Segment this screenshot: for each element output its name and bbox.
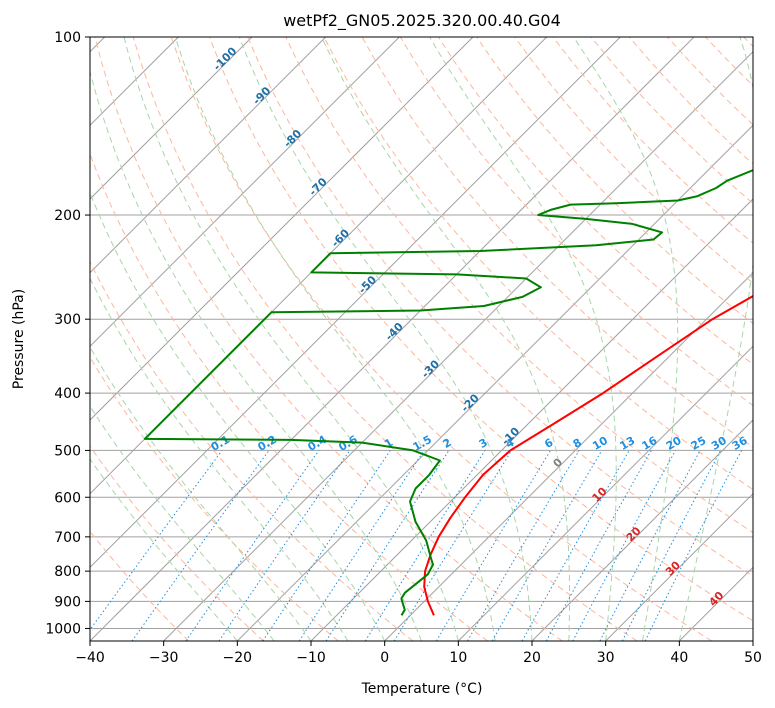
isotherm-line xyxy=(90,37,474,421)
isotherm-line xyxy=(752,640,753,641)
chart-title: wetPf2_GN05.2025.320.00.40.G04 xyxy=(283,11,561,31)
x-tick-label: 10 xyxy=(449,650,467,666)
y-tick-label: 500 xyxy=(54,443,81,459)
y-tick-label: 200 xyxy=(54,208,81,224)
x-tick-label: 40 xyxy=(670,650,688,666)
moist-adiabat-line xyxy=(238,37,533,641)
moist-adiabat-line xyxy=(573,37,679,641)
x-axis-ticks: −40 −30 −20 −10 0 10 20 30 40 50 xyxy=(75,641,762,666)
moist-adiabat-line xyxy=(123,37,459,641)
dewpoint-profile xyxy=(143,169,753,616)
mixing-ratio-line xyxy=(185,450,320,641)
moist-adiabat-line xyxy=(174,37,496,641)
mixing-ratio-line xyxy=(298,450,425,641)
x-tick-label: −40 xyxy=(75,650,105,666)
moist-adiabat-line xyxy=(678,37,753,641)
dry-adiabat-line xyxy=(132,37,638,641)
mixing-ratio-line xyxy=(572,450,676,641)
y-tick-label: 100 xyxy=(54,30,81,46)
isotherm-line xyxy=(90,37,253,200)
y-tick-label: 800 xyxy=(54,564,81,580)
dry-adiabat-line xyxy=(476,37,753,325)
isotherm-line xyxy=(163,50,753,641)
isotherm-line xyxy=(90,37,327,274)
moist-adiabat-line xyxy=(90,191,386,641)
isotherm-line xyxy=(457,345,753,641)
moist-adiabat-line xyxy=(90,277,349,641)
dry-adiabat-line xyxy=(90,445,264,641)
y-tick-label: 1000 xyxy=(45,621,81,637)
moist-adiabat-line xyxy=(90,346,312,641)
dry-adiabat-line xyxy=(170,37,712,641)
y-tick-label: 600 xyxy=(54,490,81,506)
x-axis-label: Temperature (°C) xyxy=(361,681,483,697)
isotherm-line xyxy=(236,124,753,641)
isotherm-line xyxy=(90,37,400,348)
isotherm-line xyxy=(531,419,753,641)
moist-adiabat-line xyxy=(90,405,275,641)
moist-adiabat-line xyxy=(90,69,422,641)
moist-adiabat-line xyxy=(90,458,238,641)
y-axis-ticks: 100 200 300 400 500 600 700 800 900 1000 xyxy=(45,30,90,637)
isotherm-line xyxy=(90,37,621,569)
mixing-ratio-line xyxy=(90,450,223,631)
dry-adiabat-line xyxy=(514,37,753,284)
y-tick-label: 400 xyxy=(54,386,81,402)
mixing-ratio-line xyxy=(644,450,742,641)
x-tick-label: −30 xyxy=(149,650,179,666)
x-tick-label: 50 xyxy=(744,650,762,666)
x-tick-label: 20 xyxy=(523,650,541,666)
y-tick-label: 300 xyxy=(54,312,81,328)
mixing-ratio-line xyxy=(131,450,270,641)
dry-adiabat-line xyxy=(323,37,753,491)
dry-adiabat-line xyxy=(90,356,339,641)
x-tick-label: 0 xyxy=(380,650,389,666)
plot-background xyxy=(90,37,753,641)
y-tick-label: 900 xyxy=(54,594,81,610)
y-axis-label: Pressure (hPa) xyxy=(11,289,27,389)
isotherm-line xyxy=(605,492,753,641)
mixing-ratio-line xyxy=(393,450,513,641)
mixing-ratio-line xyxy=(218,450,351,641)
mixing-ratio-line xyxy=(621,450,722,641)
dry-adiabat-line xyxy=(94,37,563,641)
mixing-ratio-line xyxy=(262,450,391,641)
moist-adiabat-line xyxy=(321,37,571,641)
dry-adiabat-line xyxy=(90,260,414,641)
dry-adiabat-line xyxy=(285,37,753,534)
y-tick-label: 700 xyxy=(54,530,81,546)
dry-adiabat-line xyxy=(247,37,753,577)
mixing-ratio-line xyxy=(325,450,450,641)
dry-adiabat-line xyxy=(209,37,753,622)
x-tick-label: −20 xyxy=(223,650,253,666)
mixing-ratio-line xyxy=(521,450,630,641)
plot-frame xyxy=(89,36,754,642)
x-tick-label: 30 xyxy=(597,650,615,666)
x-tick-label: −10 xyxy=(296,650,326,666)
profiles xyxy=(143,169,753,616)
moist-adiabat-line xyxy=(429,37,617,641)
mixing-ratio-line xyxy=(545,450,652,641)
isotherm-line xyxy=(384,271,753,641)
